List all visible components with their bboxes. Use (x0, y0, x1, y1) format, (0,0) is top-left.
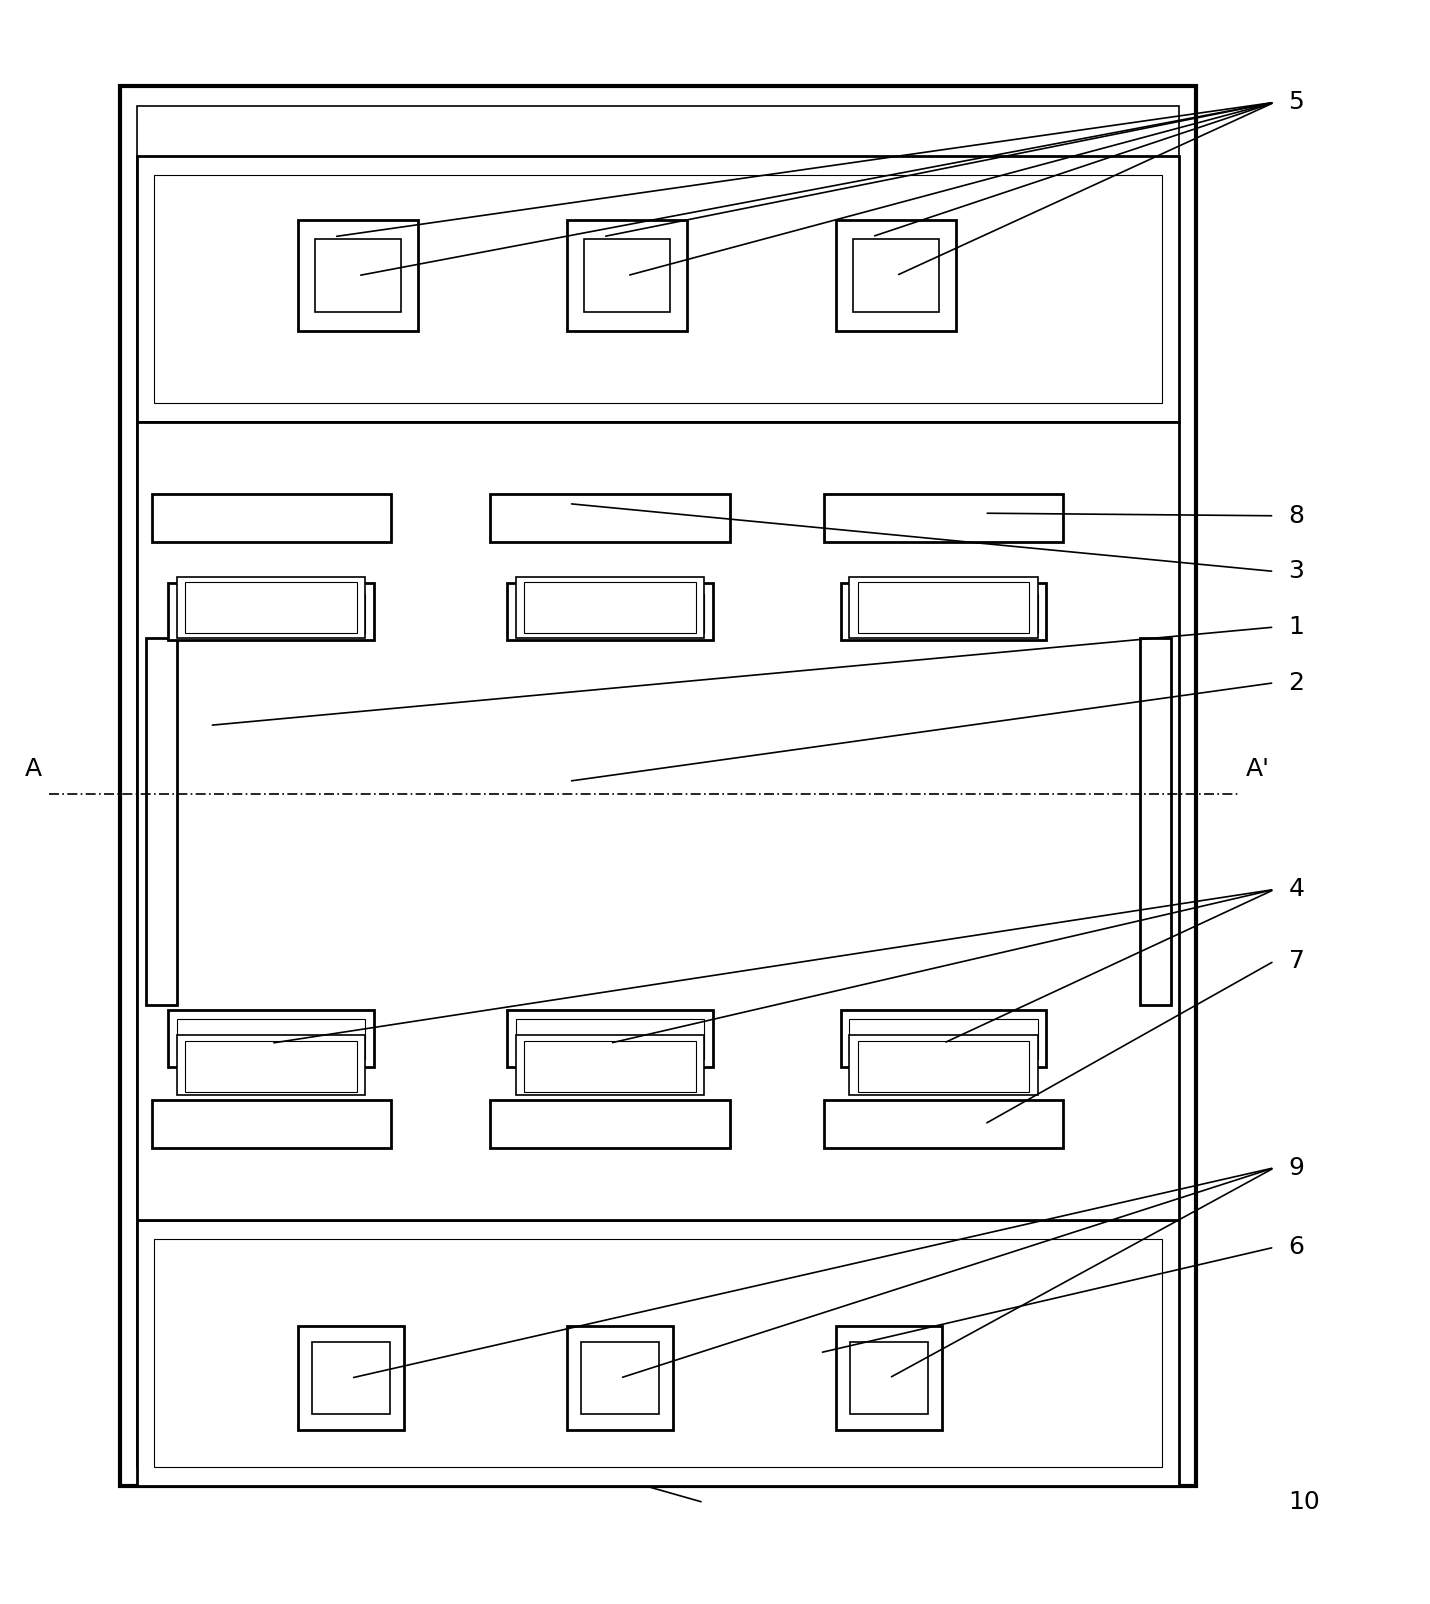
Bar (177, 593, 365, 634)
Bar (508, 1011, 712, 1067)
Bar (1140, 638, 1171, 1004)
Bar (177, 1035, 365, 1096)
Bar (154, 1238, 1163, 1466)
Bar (516, 577, 704, 638)
Bar (312, 1343, 390, 1413)
Bar (490, 494, 729, 542)
Bar (516, 1035, 704, 1096)
Bar (824, 1100, 1062, 1148)
Bar (849, 577, 1038, 638)
Bar (566, 1327, 674, 1429)
Bar (186, 582, 358, 634)
Bar (154, 175, 1163, 403)
Text: 10: 10 (1288, 1490, 1320, 1514)
Text: 4: 4 (1288, 877, 1304, 901)
Bar (841, 1011, 1047, 1067)
Bar (315, 239, 402, 313)
Bar (137, 1221, 1180, 1485)
Bar (137, 106, 1180, 1466)
Bar (849, 1343, 928, 1413)
Bar (152, 1100, 390, 1148)
Bar (583, 239, 671, 313)
Text: A': A' (1246, 757, 1270, 781)
Bar (297, 220, 418, 332)
Bar (186, 1041, 358, 1092)
Bar (581, 1343, 659, 1413)
Bar (516, 593, 704, 634)
Bar (152, 494, 390, 542)
Bar (297, 1327, 405, 1429)
Bar (566, 220, 688, 332)
Bar (841, 584, 1047, 640)
Bar (849, 593, 1038, 634)
Text: 5: 5 (1288, 90, 1304, 114)
Bar (177, 1020, 365, 1059)
Bar (858, 582, 1030, 634)
Text: 1: 1 (1288, 614, 1304, 638)
Bar (120, 87, 1197, 1485)
Text: 8: 8 (1288, 504, 1304, 528)
Bar (508, 584, 712, 640)
Bar (137, 422, 1180, 1221)
Bar (849, 1035, 1038, 1096)
Text: 2: 2 (1288, 670, 1304, 695)
Text: 9: 9 (1288, 1156, 1304, 1179)
Bar (525, 1041, 695, 1092)
Bar (858, 1041, 1030, 1092)
Bar (177, 577, 365, 638)
Text: 3: 3 (1288, 560, 1304, 584)
Bar (137, 157, 1180, 422)
Bar (525, 582, 695, 634)
Bar (837, 1327, 942, 1429)
Bar (146, 638, 177, 1004)
Bar (169, 1011, 373, 1067)
Bar (490, 1100, 729, 1148)
Text: A: A (26, 757, 43, 781)
Text: 7: 7 (1288, 950, 1304, 974)
Bar (852, 239, 940, 313)
Text: 6: 6 (1288, 1235, 1304, 1259)
Bar (169, 584, 373, 640)
Bar (837, 220, 957, 332)
Bar (516, 1020, 704, 1059)
Bar (849, 1020, 1038, 1059)
Bar (824, 494, 1062, 542)
